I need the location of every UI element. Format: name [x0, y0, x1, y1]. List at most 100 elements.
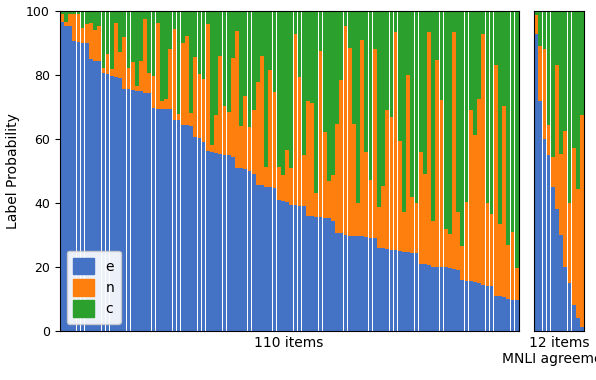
Bar — [534, 34, 538, 331]
Bar — [193, 11, 197, 57]
Bar — [551, 11, 555, 157]
Bar — [440, 11, 443, 100]
Bar — [302, 11, 306, 155]
Bar — [243, 96, 247, 169]
Y-axis label: Label Probability: Label Probability — [7, 113, 20, 229]
Bar — [572, 147, 576, 305]
Bar — [151, 11, 156, 76]
Bar — [294, 206, 297, 331]
Bar — [139, 61, 143, 91]
Bar — [172, 29, 176, 120]
Bar — [373, 238, 377, 331]
Bar — [361, 40, 364, 236]
Bar — [214, 114, 218, 153]
Bar — [164, 11, 168, 99]
Bar — [461, 247, 464, 280]
Bar — [572, 11, 576, 147]
Bar — [210, 11, 214, 145]
Bar — [93, 11, 97, 30]
Bar — [551, 157, 555, 187]
Bar — [390, 117, 393, 250]
Bar — [323, 132, 327, 218]
Bar — [494, 65, 498, 296]
Bar — [85, 43, 89, 331]
Bar — [193, 137, 197, 331]
Bar — [93, 30, 97, 60]
Bar — [105, 54, 110, 74]
Bar — [231, 11, 235, 59]
Bar — [542, 49, 547, 139]
Bar — [72, 11, 76, 14]
Bar — [197, 74, 201, 138]
Bar — [139, 91, 143, 331]
Bar — [89, 11, 93, 24]
Bar — [311, 103, 314, 216]
Bar — [273, 188, 277, 331]
Bar — [64, 26, 68, 331]
Bar — [315, 217, 318, 331]
Bar — [567, 11, 572, 203]
Bar — [555, 11, 559, 65]
Bar — [542, 11, 547, 49]
Bar — [197, 11, 201, 74]
Bar — [494, 11, 498, 65]
Bar — [85, 24, 89, 43]
Bar — [176, 114, 181, 120]
Bar — [172, 11, 176, 29]
Bar — [235, 31, 239, 168]
Bar — [176, 11, 181, 114]
Bar — [68, 11, 72, 14]
Bar — [105, 11, 110, 54]
Bar — [226, 112, 231, 155]
Bar — [576, 189, 580, 318]
Bar — [423, 264, 427, 331]
Bar — [572, 305, 576, 331]
Bar — [457, 212, 460, 270]
Bar — [160, 109, 164, 331]
Bar — [231, 59, 235, 157]
Bar — [160, 101, 164, 109]
Bar — [448, 11, 452, 234]
Bar — [89, 59, 93, 331]
Bar — [436, 267, 439, 331]
Bar — [507, 11, 510, 245]
Bar — [206, 11, 210, 24]
Bar — [226, 11, 231, 112]
Bar — [498, 11, 502, 224]
Bar — [452, 32, 456, 269]
Bar — [235, 11, 239, 31]
Bar — [402, 212, 406, 252]
Bar — [189, 11, 193, 112]
Bar — [457, 11, 460, 212]
Bar — [348, 11, 352, 48]
Bar — [319, 51, 322, 217]
Bar — [482, 285, 485, 331]
Bar — [105, 74, 110, 331]
Bar — [473, 135, 477, 282]
Bar — [64, 11, 68, 22]
Bar — [122, 11, 126, 38]
Bar — [306, 11, 310, 101]
Bar — [580, 328, 584, 331]
Bar — [101, 11, 105, 68]
Bar — [147, 11, 151, 73]
Bar — [285, 11, 289, 150]
Bar — [97, 26, 101, 61]
Bar — [411, 253, 414, 331]
Bar — [369, 238, 372, 331]
Bar — [555, 209, 559, 331]
Bar — [486, 285, 489, 331]
Bar — [193, 57, 197, 137]
Bar — [126, 68, 131, 89]
Bar — [344, 11, 347, 25]
Bar — [398, 251, 402, 331]
Bar — [373, 49, 377, 238]
Bar — [118, 78, 122, 331]
Bar — [68, 14, 72, 26]
Bar — [231, 157, 235, 331]
Bar — [135, 90, 139, 331]
Bar — [444, 229, 448, 267]
Bar — [340, 233, 343, 331]
Bar — [340, 80, 343, 233]
Bar — [222, 106, 226, 155]
